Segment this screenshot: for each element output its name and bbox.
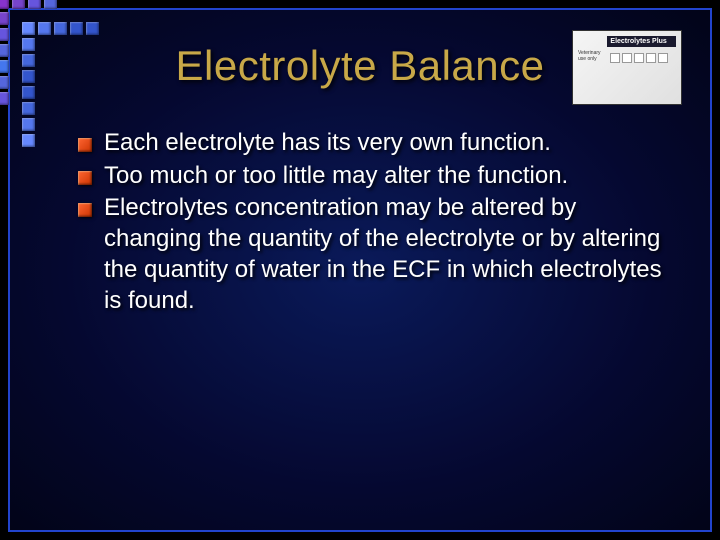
- decor-square: [12, 0, 25, 9]
- decor-square: [70, 22, 83, 35]
- product-icons: [610, 53, 676, 63]
- product-image: Electrolytes Plus Veterinary use only: [572, 30, 682, 105]
- bullet-marker-icon: [78, 171, 92, 185]
- product-body: Veterinary use only: [578, 50, 676, 99]
- slide-frame: Electrolyte Balance Electrolytes Plus Ve…: [8, 8, 712, 532]
- product-icon-box: [610, 53, 620, 63]
- decor-square: [86, 22, 99, 35]
- decor-square: [22, 22, 35, 35]
- product-detail: [610, 50, 676, 99]
- decor-square: [38, 22, 51, 35]
- product-subtext: Veterinary use only: [578, 50, 607, 99]
- decor-square: [28, 0, 41, 9]
- bullet-text: Electrolytes concentration may be altere…: [104, 193, 670, 316]
- decor-square: [0, 92, 9, 105]
- decor-square: [54, 22, 67, 35]
- decor-square: [22, 134, 35, 147]
- content-area: Each electrolyte has its very own functi…: [78, 128, 670, 318]
- decor-square: [44, 0, 57, 9]
- bullet-marker-icon: [78, 203, 92, 217]
- product-icon-box: [634, 53, 644, 63]
- decor-square: [0, 12, 9, 25]
- decor-square: [22, 102, 35, 115]
- bullet-text: Each electrolyte has its very own functi…: [104, 128, 551, 159]
- decor-square: [0, 44, 9, 57]
- decor-square: [0, 60, 9, 73]
- product-label: Electrolytes Plus: [607, 36, 676, 47]
- decor-square: [0, 0, 9, 9]
- decor-strip-left-outer: [0, 0, 9, 105]
- product-icon-box: [658, 53, 668, 63]
- decor-square: [22, 118, 35, 131]
- bullet-item: Too much or too little may alter the fun…: [78, 161, 670, 192]
- bullet-marker-icon: [78, 138, 92, 152]
- bullet-text: Too much or too little may alter the fun…: [104, 161, 568, 192]
- product-icon-box: [622, 53, 632, 63]
- bullet-item: Each electrolyte has its very own functi…: [78, 128, 670, 159]
- bullet-item: Electrolytes concentration may be altere…: [78, 193, 670, 316]
- decor-square: [0, 28, 9, 41]
- product-icon-box: [646, 53, 656, 63]
- decor-square: [0, 76, 9, 89]
